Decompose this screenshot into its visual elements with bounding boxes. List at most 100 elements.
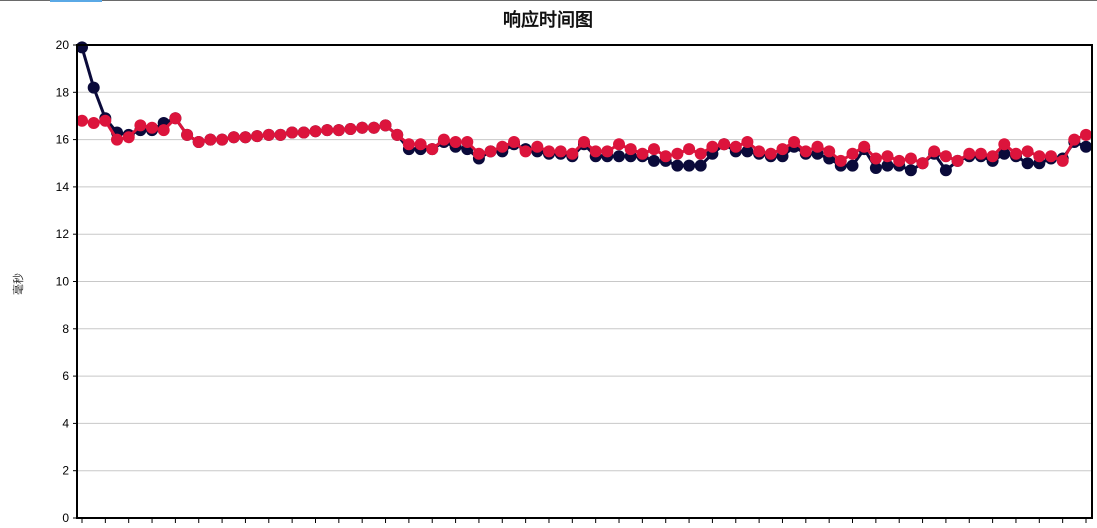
chart-title: 响应时间图 bbox=[503, 9, 593, 31]
data-point bbox=[379, 119, 392, 132]
data-point bbox=[846, 159, 859, 172]
data-point bbox=[262, 128, 275, 141]
series-2 bbox=[76, 112, 1092, 170]
data-point bbox=[811, 140, 824, 153]
y-tick-label: 20 bbox=[56, 38, 70, 52]
data-point bbox=[834, 154, 847, 167]
data-point bbox=[601, 145, 614, 158]
data-point bbox=[753, 145, 766, 158]
gridlines bbox=[77, 91, 1092, 472]
tab-accent-indicator bbox=[50, 0, 102, 2]
y-tick-label: 16 bbox=[56, 133, 70, 147]
data-point bbox=[519, 145, 532, 158]
data-point bbox=[1080, 140, 1092, 153]
data-point bbox=[846, 147, 859, 160]
data-point bbox=[332, 124, 345, 137]
data-point bbox=[356, 121, 369, 134]
data-point bbox=[729, 140, 742, 153]
data-point bbox=[788, 136, 801, 148]
data-point bbox=[426, 143, 439, 156]
data-point bbox=[1080, 128, 1092, 141]
data-point bbox=[402, 138, 415, 151]
data-point bbox=[1010, 147, 1022, 160]
data-point bbox=[286, 126, 299, 139]
data-point bbox=[904, 152, 917, 165]
data-point bbox=[764, 147, 777, 160]
data-point bbox=[951, 154, 964, 167]
data-point bbox=[204, 133, 217, 146]
data-point bbox=[461, 136, 474, 148]
data-point bbox=[251, 130, 264, 143]
y-axis-label: 毫秒 bbox=[11, 273, 25, 295]
data-point bbox=[1033, 150, 1046, 163]
series-layer bbox=[76, 41, 1092, 177]
data-point bbox=[648, 143, 660, 156]
data-point bbox=[659, 150, 672, 163]
data-point bbox=[683, 159, 696, 172]
data-point bbox=[648, 154, 660, 167]
data-point bbox=[496, 140, 509, 153]
data-point bbox=[869, 162, 882, 174]
data-point bbox=[718, 138, 731, 151]
data-point bbox=[134, 119, 147, 132]
y-tick-label: 2 bbox=[62, 464, 69, 478]
data-point bbox=[192, 136, 205, 148]
data-point bbox=[297, 126, 310, 139]
data-point bbox=[869, 152, 882, 165]
data-point bbox=[694, 159, 707, 172]
y-tick-label: 18 bbox=[56, 85, 70, 99]
data-point bbox=[543, 145, 555, 158]
data-point bbox=[1021, 157, 1034, 170]
y-tick-label: 8 bbox=[62, 322, 69, 336]
data-point bbox=[122, 131, 135, 144]
data-point bbox=[227, 131, 240, 144]
data-point bbox=[391, 128, 404, 141]
data-point bbox=[157, 124, 170, 137]
data-point bbox=[776, 143, 789, 156]
data-point bbox=[589, 145, 602, 158]
data-point bbox=[508, 136, 520, 148]
data-point bbox=[671, 147, 684, 160]
data-point bbox=[87, 81, 100, 94]
y-tick-label: 6 bbox=[62, 369, 69, 383]
data-point bbox=[986, 150, 999, 163]
data-point bbox=[146, 121, 158, 134]
data-point bbox=[916, 157, 929, 170]
data-point bbox=[472, 147, 485, 160]
data-point bbox=[437, 133, 450, 146]
data-point bbox=[671, 159, 684, 172]
y-tick-label: 14 bbox=[56, 180, 70, 194]
data-point bbox=[858, 140, 871, 153]
data-point bbox=[181, 128, 194, 141]
y-tick-label: 0 bbox=[62, 511, 69, 525]
data-point bbox=[893, 154, 906, 167]
data-point bbox=[1056, 154, 1069, 167]
plot-area-frame bbox=[76, 44, 1093, 519]
data-point bbox=[414, 138, 427, 151]
data-point bbox=[706, 140, 719, 153]
data-point bbox=[881, 159, 894, 172]
data-point bbox=[1045, 150, 1057, 163]
data-point bbox=[963, 147, 976, 160]
data-point bbox=[367, 121, 380, 134]
data-point bbox=[99, 114, 112, 127]
window-top-border bbox=[0, 0, 1097, 1]
data-point bbox=[344, 123, 357, 135]
data-point bbox=[624, 143, 637, 156]
data-point bbox=[636, 147, 649, 160]
data-point bbox=[741, 136, 754, 148]
data-point bbox=[531, 140, 544, 153]
data-point bbox=[939, 164, 952, 177]
y-tick-label: 4 bbox=[62, 416, 69, 430]
y-tick-label: 12 bbox=[56, 227, 70, 241]
y-tick-label: 10 bbox=[56, 275, 70, 289]
data-point bbox=[823, 145, 836, 158]
data-point bbox=[216, 133, 229, 146]
data-point bbox=[111, 133, 123, 146]
data-point bbox=[998, 138, 1011, 151]
data-point bbox=[613, 138, 625, 151]
data-point bbox=[1021, 145, 1034, 158]
data-point bbox=[309, 125, 322, 138]
data-point bbox=[76, 114, 88, 127]
series-1 bbox=[76, 41, 1092, 177]
